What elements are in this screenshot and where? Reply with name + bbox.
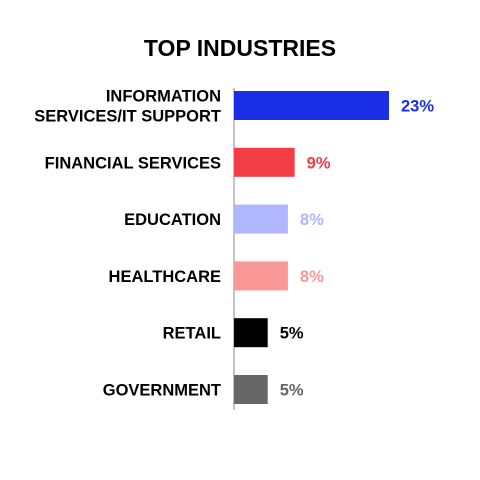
category-label-0: INFORMATION SERVICES/IT SUPPORT <box>34 88 221 126</box>
category-label-1: FINANCIAL SERVICES <box>45 154 221 172</box>
category-label-line: EDUCATION <box>124 211 221 229</box>
bar-1 <box>234 147 295 177</box>
category-label-line: RETAIL <box>163 325 221 343</box>
bars-group: 23% INFORMATION SERVICES/IT SUPPORT 9% FINAN… <box>34 88 434 404</box>
category-label-line: GOVERNMENT <box>103 382 221 400</box>
value-label-2: 8% <box>300 211 324 229</box>
category-label-line: INFORMATION <box>106 88 221 106</box>
chart-title: TOP INDUSTRIES <box>144 35 336 61</box>
category-label-line: SERVICES/IT SUPPORT <box>34 108 221 126</box>
value-label-4: 5% <box>280 325 304 343</box>
value-label-3: 8% <box>300 268 324 286</box>
bar-5 <box>234 375 268 404</box>
value-label-1: 9% <box>307 154 331 172</box>
value-label-0: 23% <box>401 98 434 116</box>
bar-4 <box>234 318 268 348</box>
value-label-5: 5% <box>280 382 304 400</box>
category-label-2: EDUCATION <box>124 211 221 229</box>
category-label-4: RETAIL <box>163 325 221 343</box>
category-label-line: HEALTHCARE <box>109 268 221 286</box>
bar-0 <box>234 91 389 120</box>
bar-2 <box>234 204 288 234</box>
category-label-3: HEALTHCARE <box>109 268 221 286</box>
category-label-5: GOVERNMENT <box>103 382 221 400</box>
bar-3 <box>234 261 288 291</box>
category-label-line: FINANCIAL SERVICES <box>45 154 221 172</box>
